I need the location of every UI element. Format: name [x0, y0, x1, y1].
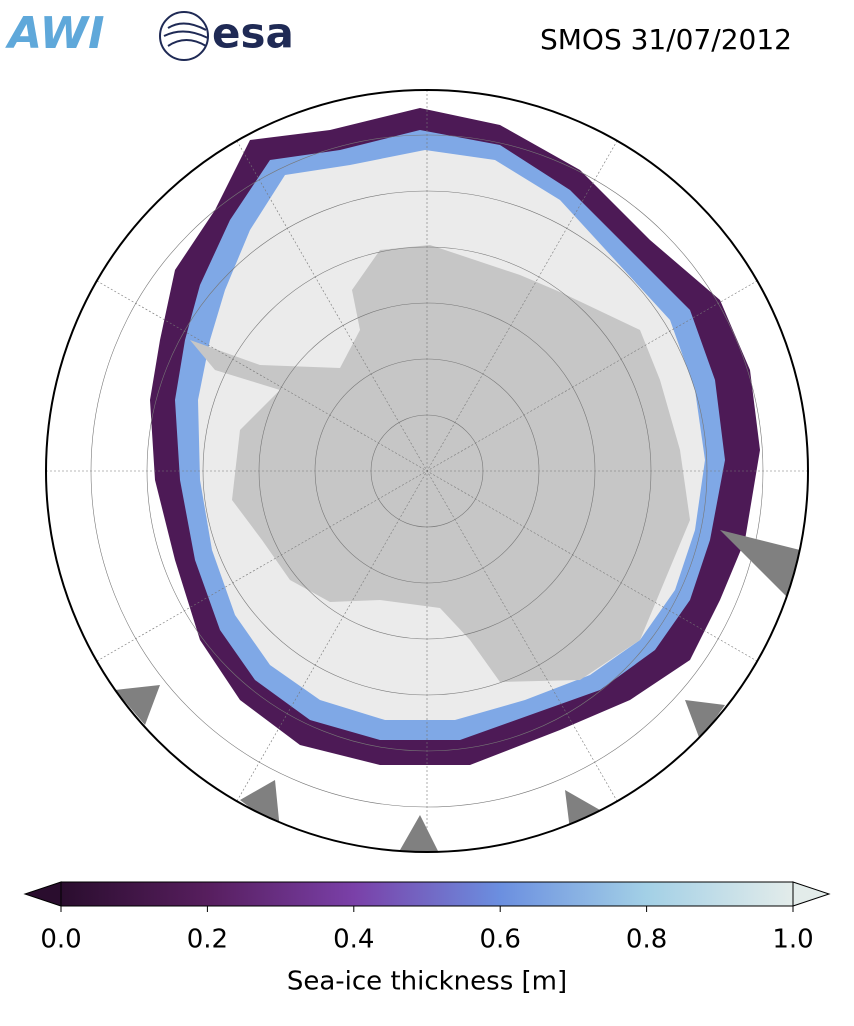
colorbar-extend-max — [792, 881, 831, 907]
colorbar — [23, 881, 831, 912]
esa-logo: esa — [212, 9, 294, 58]
esa-emblem — [159, 11, 209, 61]
colorbar-tick-label: 0.6 — [480, 925, 521, 955]
colorbar-tick-label: 0.0 — [40, 925, 81, 955]
graticule — [46, 90, 808, 852]
awi-logo: AWI — [5, 8, 105, 59]
map — [46, 90, 808, 852]
colorbar-label: Sea-ice thickness [m] — [287, 967, 567, 997]
colorbar-tick-label: 1.0 — [772, 925, 813, 955]
colorbar-body — [60, 881, 794, 907]
colorbar-extend-min — [23, 881, 62, 907]
map-title: SMOS 31/07/2012 — [540, 23, 792, 56]
colorbar-tick-label: 0.2 — [187, 925, 228, 955]
antarctica — [190, 245, 690, 682]
colorbar-tick-label: 0.8 — [626, 925, 667, 955]
map-border — [45, 89, 809, 853]
colorbar-tick-label: 0.4 — [333, 925, 374, 955]
